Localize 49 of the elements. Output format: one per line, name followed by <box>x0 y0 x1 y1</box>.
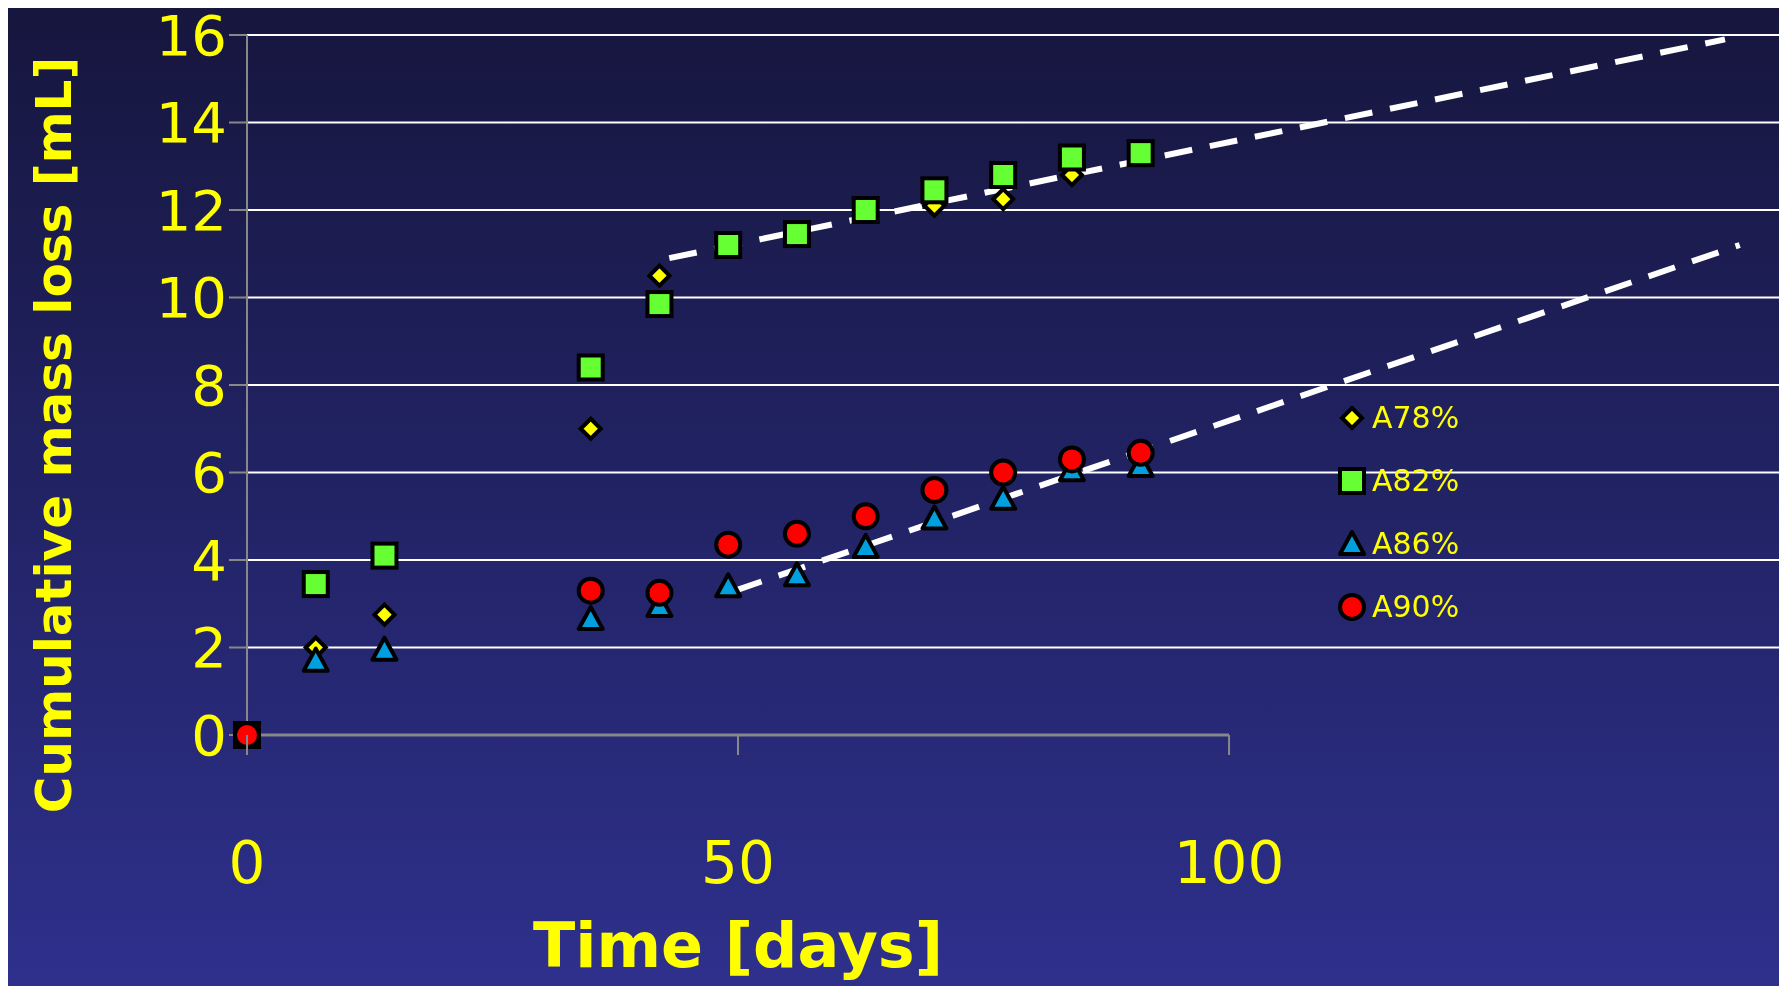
point <box>851 532 880 559</box>
point <box>645 290 674 319</box>
y-tick-label: 14 <box>155 90 227 156</box>
point <box>714 572 743 599</box>
point <box>576 605 605 632</box>
y-axis-title: Cumulative mass loss [mL] <box>25 56 83 814</box>
legend-label: A86% <box>1372 526 1460 561</box>
legend-label: A82% <box>1372 463 1460 498</box>
point <box>372 602 397 627</box>
x-tick-label: 50 <box>701 829 775 897</box>
point <box>989 484 1018 511</box>
y-tick-label: 8 <box>191 352 227 418</box>
point <box>920 504 949 531</box>
point <box>1126 139 1155 168</box>
point <box>1126 438 1155 467</box>
point <box>782 220 811 249</box>
point <box>578 416 603 441</box>
point <box>851 502 880 531</box>
x-tick-label: 100 <box>1173 829 1285 897</box>
point <box>370 541 399 570</box>
point <box>1057 445 1086 474</box>
point <box>782 519 811 548</box>
point <box>782 561 811 588</box>
y-tick-label: 10 <box>155 265 227 331</box>
point <box>989 458 1018 487</box>
point <box>645 578 674 607</box>
legend-label: A78% <box>1372 400 1460 435</box>
point <box>920 476 949 504</box>
x-axis-title: Time [days] <box>532 909 944 982</box>
point <box>1057 143 1086 172</box>
point <box>647 263 672 288</box>
point <box>576 576 605 605</box>
legend-label: A90% <box>1372 589 1460 624</box>
y-tick-label: 12 <box>155 177 227 243</box>
point <box>851 196 880 224</box>
point <box>370 635 399 662</box>
y-tick-label: 4 <box>191 527 227 593</box>
point <box>991 187 1016 212</box>
point <box>301 570 330 599</box>
point <box>989 161 1018 189</box>
y-tick-label: 2 <box>191 615 227 681</box>
point <box>714 231 743 259</box>
point <box>920 176 949 205</box>
y-tick-label: 16 <box>155 2 227 68</box>
point <box>576 353 605 382</box>
point <box>714 530 743 559</box>
y-tick-label: 0 <box>191 702 227 768</box>
y-tick-label: 6 <box>191 440 227 506</box>
point <box>301 646 330 673</box>
